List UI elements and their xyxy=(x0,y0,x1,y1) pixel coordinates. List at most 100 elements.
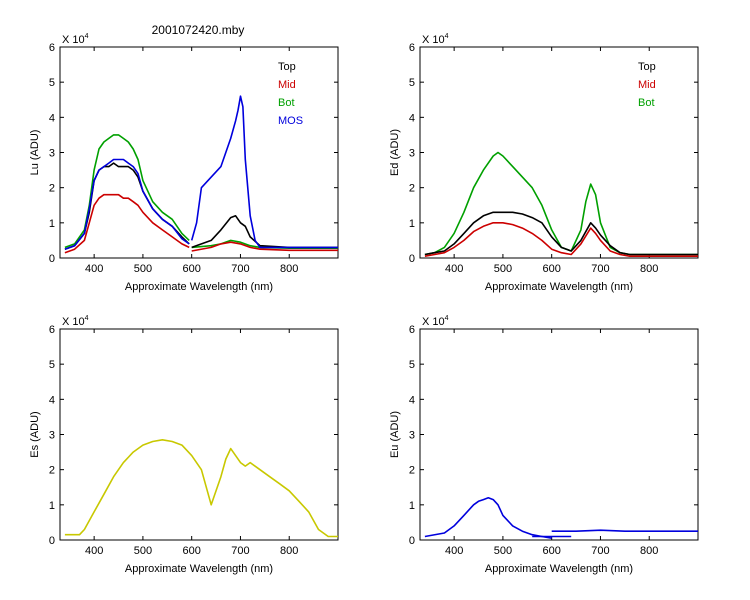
x-tick-label: 500 xyxy=(494,263,512,275)
x-tick-label: 700 xyxy=(231,545,249,557)
y-tick-label: 1 xyxy=(49,500,55,512)
series-line xyxy=(424,496,552,539)
y-tick-label: 5 xyxy=(409,359,415,371)
y-tick-label: 0 xyxy=(409,253,415,265)
y-tick-label: 2 xyxy=(409,465,415,477)
series-line-top xyxy=(191,215,338,249)
series-line-mid xyxy=(424,222,698,258)
x-tick-label: 400 xyxy=(445,545,463,557)
y-exponent-base: X 10 xyxy=(62,34,85,46)
y-exponent-power: 4 xyxy=(85,33,89,40)
series-line xyxy=(64,438,338,538)
series-group xyxy=(424,496,698,539)
series-group xyxy=(64,95,338,254)
x-tick-label: 600 xyxy=(183,545,201,557)
legend-entry-bot: Bot xyxy=(638,97,655,109)
plot-frame xyxy=(59,328,339,541)
x-tick-label: 500 xyxy=(134,263,152,275)
series-line-bot xyxy=(64,134,190,249)
series-line-top xyxy=(424,211,698,256)
plot-frame xyxy=(59,46,339,259)
x-tick-label: 700 xyxy=(231,263,249,275)
y-tick-label: 2 xyxy=(409,183,415,195)
figure-title: 2001072420.mby xyxy=(152,23,245,37)
x-axis-label: Approximate Wavelength (nm) xyxy=(125,563,273,575)
x-tick-label: 600 xyxy=(183,263,201,275)
series-line-mos xyxy=(190,95,338,249)
y-tick-label: 6 xyxy=(409,324,415,336)
y-tick-label: 3 xyxy=(49,430,55,442)
y-tick-label: 6 xyxy=(49,42,55,54)
legend-entry-top: Top xyxy=(638,61,656,73)
plot-frame xyxy=(419,46,699,259)
y-exponent-label: X 104 xyxy=(62,33,89,46)
x-tick-label: 700 xyxy=(591,545,609,557)
series-line xyxy=(551,529,698,533)
x-axis-label: Approximate Wavelength (nm) xyxy=(485,281,633,293)
series-line-mid xyxy=(64,193,190,254)
y-tick-label: 1 xyxy=(49,218,55,230)
y-exponent-power: 4 xyxy=(445,315,449,322)
y-tick-label: 0 xyxy=(409,535,415,547)
y-exponent-label: X 104 xyxy=(422,33,449,46)
y-tick-label: 4 xyxy=(409,112,415,124)
series-line-mid xyxy=(191,241,338,252)
y-exponent-base: X 10 xyxy=(422,34,445,46)
y-tick-label: 5 xyxy=(49,359,55,371)
x-tick-label: 400 xyxy=(85,545,103,557)
legend-entry-mid: Mid xyxy=(638,79,656,91)
y-tick-label: 3 xyxy=(49,148,55,160)
series-line-bot xyxy=(424,151,698,256)
y-tick-label: 5 xyxy=(409,77,415,89)
y-tick-label: 4 xyxy=(49,394,55,406)
y-tick-label: 3 xyxy=(409,148,415,160)
y-tick-label: 4 xyxy=(49,112,55,124)
x-tick-label: 400 xyxy=(445,263,463,275)
y-exponent-power: 4 xyxy=(445,33,449,40)
x-tick-label: 800 xyxy=(280,545,298,557)
legend-entry-mos: MOS xyxy=(278,115,303,127)
plot-frame xyxy=(419,328,699,541)
x-tick-label: 500 xyxy=(134,545,152,557)
x-tick-label: 600 xyxy=(543,545,561,557)
y-axis-label: Ed (ADU) xyxy=(389,129,401,176)
y-exponent-label: X 104 xyxy=(62,315,89,328)
legend-entry-mid: Mid xyxy=(278,79,296,91)
x-tick-label: 500 xyxy=(494,545,512,557)
series-group xyxy=(424,151,698,258)
y-tick-label: 2 xyxy=(49,465,55,477)
x-tick-label: 400 xyxy=(85,263,103,275)
y-tick-label: 0 xyxy=(49,535,55,547)
y-axis-label: Es (ADU) xyxy=(29,411,41,457)
y-tick-label: 6 xyxy=(409,42,415,54)
series-group xyxy=(64,438,338,538)
y-tick-label: 6 xyxy=(49,324,55,336)
x-axis-label: Approximate Wavelength (nm) xyxy=(125,281,273,293)
y-exponent-base: X 10 xyxy=(62,316,85,328)
series-line-mos xyxy=(64,158,190,250)
y-tick-label: 1 xyxy=(409,500,415,512)
y-tick-label: 5 xyxy=(49,77,55,89)
y-axis-label: Lu (ADU) xyxy=(29,130,41,176)
x-tick-label: 600 xyxy=(543,263,561,275)
x-tick-label: 800 xyxy=(640,263,658,275)
x-tick-label: 800 xyxy=(280,263,298,275)
x-tick-label: 700 xyxy=(591,263,609,275)
y-exponent-base: X 10 xyxy=(422,316,445,328)
y-tick-label: 0 xyxy=(49,253,55,265)
legend-entry-top: Top xyxy=(278,61,296,73)
y-tick-label: 3 xyxy=(409,430,415,442)
y-tick-label: 1 xyxy=(409,218,415,230)
y-tick-label: 2 xyxy=(49,183,55,195)
y-exponent-label: X 104 xyxy=(422,315,449,328)
y-tick-label: 4 xyxy=(409,394,415,406)
y-axis-label: Eu (ADU) xyxy=(389,411,401,458)
y-exponent-power: 4 xyxy=(85,315,89,322)
x-axis-label: Approximate Wavelength (nm) xyxy=(485,563,633,575)
x-tick-label: 800 xyxy=(640,545,658,557)
